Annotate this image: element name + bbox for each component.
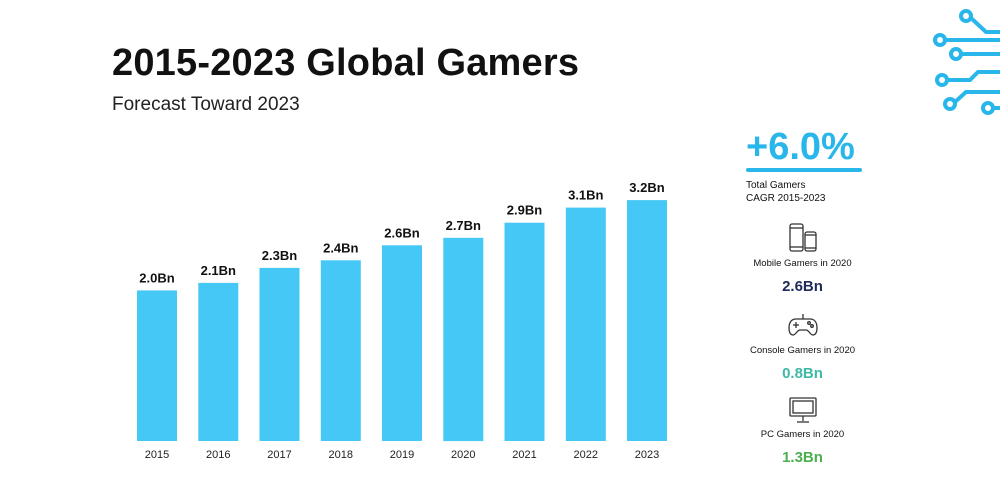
circuit-icon xyxy=(933,9,1000,115)
bar-2023 xyxy=(627,200,667,441)
monitor-icon xyxy=(788,397,817,423)
bar-2015 xyxy=(137,290,177,441)
bar-label-2015: 2.0Bn xyxy=(139,270,174,285)
bar-2022 xyxy=(565,207,606,441)
gamepad-icon xyxy=(787,314,818,336)
mobile-phones-icon xyxy=(788,223,817,252)
x-tick-label-2018: 2018 xyxy=(329,449,353,461)
bar-2019 xyxy=(382,245,422,441)
console-gamers-stat: Console Gamers in 2020 0.8Bn xyxy=(745,309,860,382)
bar-chart: 2.0Bn 2015 2.1Bn 2016 2.3Bn 2017 2.4Bn 2018 2.6B… xyxy=(137,180,667,461)
mobile-gamers-value: 2.6Bn xyxy=(782,278,823,295)
x-tick-label-2019: 2019 xyxy=(390,449,414,461)
bar-2017 xyxy=(259,267,300,441)
bar-2021 xyxy=(504,222,545,441)
console-gamers-value: 0.8Bn xyxy=(782,365,823,382)
bar-label-2020: 2.7Bn xyxy=(446,218,481,233)
cagr-value: +6.0% xyxy=(746,126,855,168)
pc-gamers-label: PC Gamers in 2020 xyxy=(760,429,845,440)
x-tick-label-2023: 2023 xyxy=(635,449,659,461)
x-tick-label-2017: 2017 xyxy=(267,449,291,461)
bar-label-2019: 2.6Bn xyxy=(384,225,419,240)
chart-subtitle: Forecast Toward 2023 xyxy=(112,94,300,115)
bar-label-2021: 2.9Bn xyxy=(507,203,542,218)
x-tick-label-2021: 2021 xyxy=(512,449,536,461)
pc-gamers-stat: PC Gamers in 2020 1.3Bn xyxy=(745,395,860,466)
bar-2018 xyxy=(320,260,361,441)
bar-label-2016: 2.1Bn xyxy=(201,263,236,278)
cagr-caption: Total Gamers CAGR 2015-2023 xyxy=(746,180,826,204)
bar-label-2018: 2.4Bn xyxy=(323,240,358,255)
bar-2020 xyxy=(443,237,484,442)
x-tick-label-2022: 2022 xyxy=(574,449,598,461)
bar-label-2023: 3.2Bn xyxy=(629,180,664,195)
mobile-gamers-label: Mobile Gamers in 2020 xyxy=(753,258,852,269)
chart-title: 2015-2023 Global Gamers xyxy=(112,42,580,84)
cagr-block: +6.0% Total Gamers CAGR 2015-2023 xyxy=(746,126,876,205)
console-gamers-label: Console Gamers in 2020 xyxy=(749,345,856,356)
bar-label-2017: 2.3Bn xyxy=(262,248,297,263)
bar-label-2022: 3.1Bn xyxy=(568,188,603,203)
x-tick-label-2015: 2015 xyxy=(145,449,169,461)
mobile-gamers-stat: Mobile Gamers in 2020 2.6Bn xyxy=(745,222,860,295)
pc-gamers-value: 1.3Bn xyxy=(782,449,823,466)
x-tick-label-2016: 2016 xyxy=(206,449,230,461)
x-tick-label-2020: 2020 xyxy=(451,449,475,461)
bar-2016 xyxy=(198,282,239,441)
cagr-underline xyxy=(746,168,862,172)
